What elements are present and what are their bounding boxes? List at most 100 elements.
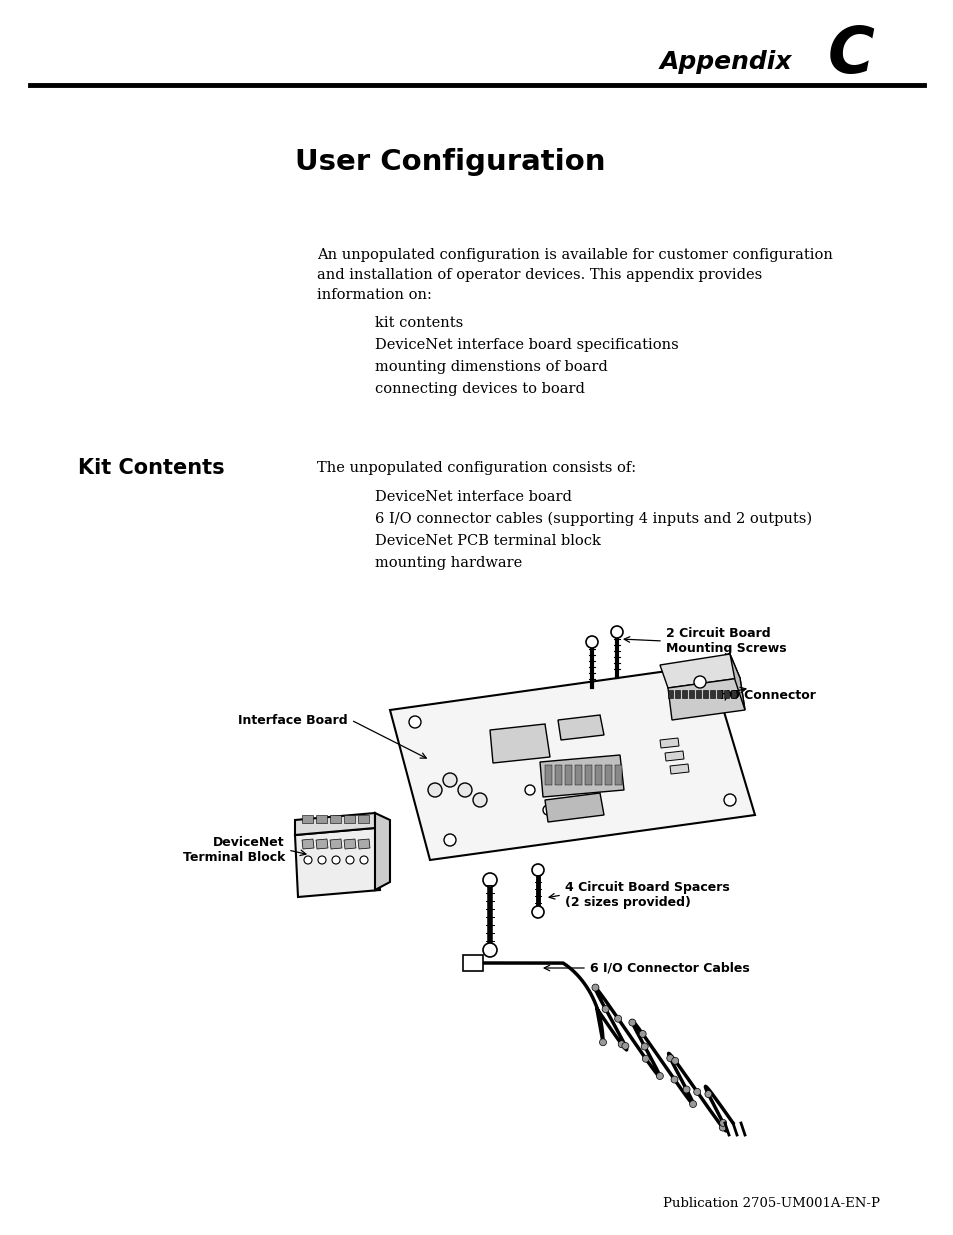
- Text: 6 I/O connector cables (supporting 4 inputs and 2 outputs): 6 I/O connector cables (supporting 4 inp…: [375, 513, 811, 526]
- Polygon shape: [595, 764, 601, 785]
- Circle shape: [693, 1088, 700, 1095]
- Polygon shape: [344, 815, 355, 823]
- Circle shape: [591, 984, 598, 990]
- Polygon shape: [390, 664, 754, 860]
- Circle shape: [693, 676, 705, 688]
- Text: information on:: information on:: [316, 288, 432, 303]
- Polygon shape: [330, 815, 340, 823]
- Circle shape: [670, 1076, 678, 1083]
- Polygon shape: [659, 739, 679, 748]
- Polygon shape: [490, 724, 550, 763]
- Circle shape: [457, 783, 472, 797]
- Circle shape: [585, 636, 598, 648]
- Text: The unpopulated configuration consists of:: The unpopulated configuration consists o…: [316, 461, 636, 475]
- Text: Appendix: Appendix: [659, 49, 809, 74]
- Polygon shape: [315, 815, 327, 823]
- Text: 6 I/O Connector Cables: 6 I/O Connector Cables: [589, 962, 749, 974]
- Circle shape: [443, 834, 456, 846]
- Text: connecting devices to board: connecting devices to board: [375, 382, 584, 396]
- Text: Kit Contents: Kit Contents: [78, 458, 224, 478]
- Circle shape: [618, 1041, 624, 1047]
- Circle shape: [346, 856, 354, 864]
- Polygon shape: [315, 839, 328, 848]
- Polygon shape: [575, 764, 581, 785]
- Circle shape: [332, 856, 339, 864]
- Polygon shape: [669, 764, 688, 774]
- Text: C: C: [827, 23, 874, 86]
- Circle shape: [719, 1119, 726, 1126]
- Polygon shape: [729, 655, 744, 710]
- Circle shape: [598, 1039, 606, 1046]
- Text: 4 Circuit Board Spacers
(2 sizes provided): 4 Circuit Board Spacers (2 sizes provide…: [564, 881, 729, 909]
- Text: Publication 2705-UM001A-EN-P: Publication 2705-UM001A-EN-P: [662, 1197, 879, 1210]
- Polygon shape: [615, 764, 621, 785]
- Polygon shape: [555, 764, 561, 785]
- Polygon shape: [344, 839, 355, 848]
- Circle shape: [473, 793, 486, 806]
- Circle shape: [601, 1005, 609, 1013]
- Polygon shape: [659, 655, 740, 688]
- Polygon shape: [709, 690, 714, 698]
- Circle shape: [641, 1055, 649, 1062]
- Circle shape: [682, 1086, 689, 1093]
- Polygon shape: [544, 793, 603, 823]
- Polygon shape: [357, 839, 370, 848]
- Circle shape: [719, 1124, 725, 1131]
- Circle shape: [639, 1030, 645, 1037]
- Polygon shape: [294, 813, 375, 835]
- Polygon shape: [730, 690, 735, 698]
- Polygon shape: [723, 690, 728, 698]
- Circle shape: [610, 626, 622, 638]
- Text: I/O Connector: I/O Connector: [720, 688, 815, 701]
- Polygon shape: [675, 690, 679, 698]
- Circle shape: [304, 856, 312, 864]
- Text: mounting dimenstions of board: mounting dimenstions of board: [375, 359, 607, 374]
- Polygon shape: [294, 827, 379, 897]
- Polygon shape: [357, 815, 369, 823]
- Polygon shape: [717, 690, 721, 698]
- Polygon shape: [302, 839, 314, 848]
- Polygon shape: [604, 764, 612, 785]
- Circle shape: [621, 1042, 628, 1050]
- Circle shape: [482, 873, 497, 887]
- Polygon shape: [544, 764, 552, 785]
- Circle shape: [524, 785, 535, 795]
- Circle shape: [532, 906, 543, 918]
- Polygon shape: [462, 955, 482, 971]
- Polygon shape: [539, 755, 623, 797]
- Circle shape: [628, 1019, 635, 1026]
- Circle shape: [723, 794, 735, 806]
- Circle shape: [428, 783, 441, 797]
- Polygon shape: [702, 690, 707, 698]
- Circle shape: [542, 805, 553, 815]
- Circle shape: [359, 856, 368, 864]
- Polygon shape: [564, 764, 572, 785]
- Polygon shape: [375, 813, 390, 890]
- Polygon shape: [302, 815, 313, 823]
- Circle shape: [614, 1015, 621, 1023]
- Polygon shape: [681, 690, 686, 698]
- Polygon shape: [667, 678, 744, 720]
- Circle shape: [409, 716, 420, 727]
- Text: kit contents: kit contents: [375, 316, 463, 330]
- Circle shape: [704, 1091, 711, 1098]
- Polygon shape: [558, 715, 603, 740]
- Circle shape: [666, 1055, 673, 1062]
- Text: and installation of operator devices. This appendix provides: and installation of operator devices. Th…: [316, 268, 761, 282]
- Circle shape: [482, 944, 497, 957]
- Circle shape: [689, 1100, 696, 1108]
- Text: mounting hardware: mounting hardware: [375, 556, 521, 571]
- Polygon shape: [584, 764, 592, 785]
- Text: An unpopulated configuration is available for customer configuration: An unpopulated configuration is availabl…: [316, 248, 832, 262]
- Circle shape: [532, 864, 543, 876]
- Polygon shape: [688, 690, 693, 698]
- Circle shape: [640, 1044, 647, 1050]
- Text: DeviceNet interface board specifications: DeviceNet interface board specifications: [375, 338, 678, 352]
- Text: 2 Circuit Board
Mounting Screws: 2 Circuit Board Mounting Screws: [665, 627, 786, 655]
- Polygon shape: [330, 839, 341, 848]
- Circle shape: [317, 856, 326, 864]
- Polygon shape: [664, 751, 683, 761]
- Polygon shape: [696, 690, 700, 698]
- Text: DeviceNet interface board: DeviceNet interface board: [375, 490, 571, 504]
- Circle shape: [671, 1057, 678, 1065]
